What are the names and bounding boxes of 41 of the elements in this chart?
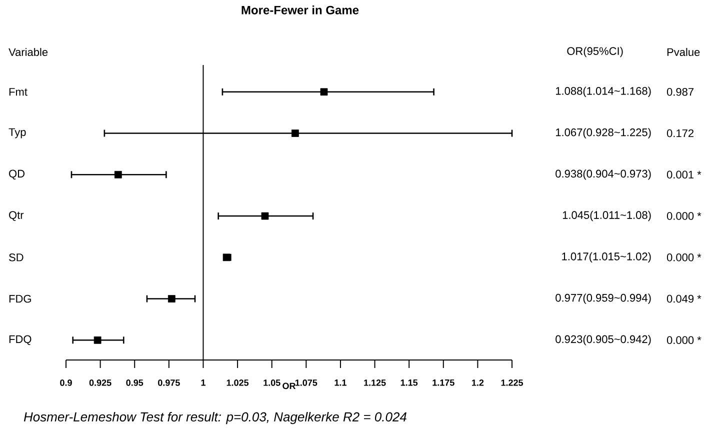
x-tick-label: 1.125: [364, 380, 386, 386]
chart-title: More-Fewer in Game: [242, 6, 359, 14]
x-axis-title: OR: [282, 382, 296, 390]
y-tick-label: FDQ: [9, 335, 32, 346]
text: Pvalue: [667, 48, 700, 56]
text: 0.000 *: [666, 212, 702, 220]
data-label: 1.045(1.011~1.08): [562, 210, 651, 222]
x-tick-label: 1.175: [432, 380, 454, 386]
data-label: 1.088(1.014~1.168): [556, 86, 651, 98]
x-tick-label: 1.225: [501, 380, 524, 386]
text: 0.001 *: [666, 170, 702, 179]
data-label: 1.067(0.928~1.225): [556, 128, 651, 138]
text: 0.172: [666, 129, 694, 138]
text: 0.000 *: [666, 253, 702, 262]
text: 0.049 *: [666, 294, 702, 303]
data-label: 1.017(1.015~1.02): [562, 252, 651, 263]
y-tick-label: QD: [9, 170, 24, 180]
text: 0.987: [666, 88, 694, 96]
x-tick-label: 1: [201, 380, 206, 386]
x-tick-label: 1.05: [264, 380, 280, 386]
text: Hosmer-Lemeshow Test for result: p=0.03, Nagelkerke R2 = 0.024: [24, 412, 406, 424]
y-tick-label: Qtr: [9, 211, 24, 221]
x-tick-label: 1.1: [334, 380, 346, 386]
y-axis-title: Variable: [8, 48, 48, 56]
x-tick-label: 0.975: [158, 380, 180, 386]
x-tick-label: 1.075: [295, 380, 318, 386]
x-tick-label: 1.15: [400, 380, 418, 386]
data-label: 0.977(0.959~0.994): [556, 294, 651, 304]
y-tick-label: Typ: [8, 128, 26, 138]
data-label: 0.938(0.904~0.973): [556, 170, 651, 180]
x-tick-label: 0.95: [126, 380, 144, 386]
y-tick-label: Fmt: [9, 88, 28, 96]
x-tick-label: 1.2: [472, 380, 484, 386]
y-tick-label: SD: [9, 253, 24, 262]
text: 0.000 *: [666, 336, 702, 344]
y-tick-label: FDG: [9, 294, 31, 303]
data-label: 0.923(0.905~0.942): [556, 335, 651, 346]
x-tick-label: 0.9: [60, 380, 72, 386]
text: OR(95%CI): [567, 46, 623, 58]
x-tick-label: 1.025: [226, 380, 249, 386]
x-tick-label: 0.925: [89, 380, 112, 386]
